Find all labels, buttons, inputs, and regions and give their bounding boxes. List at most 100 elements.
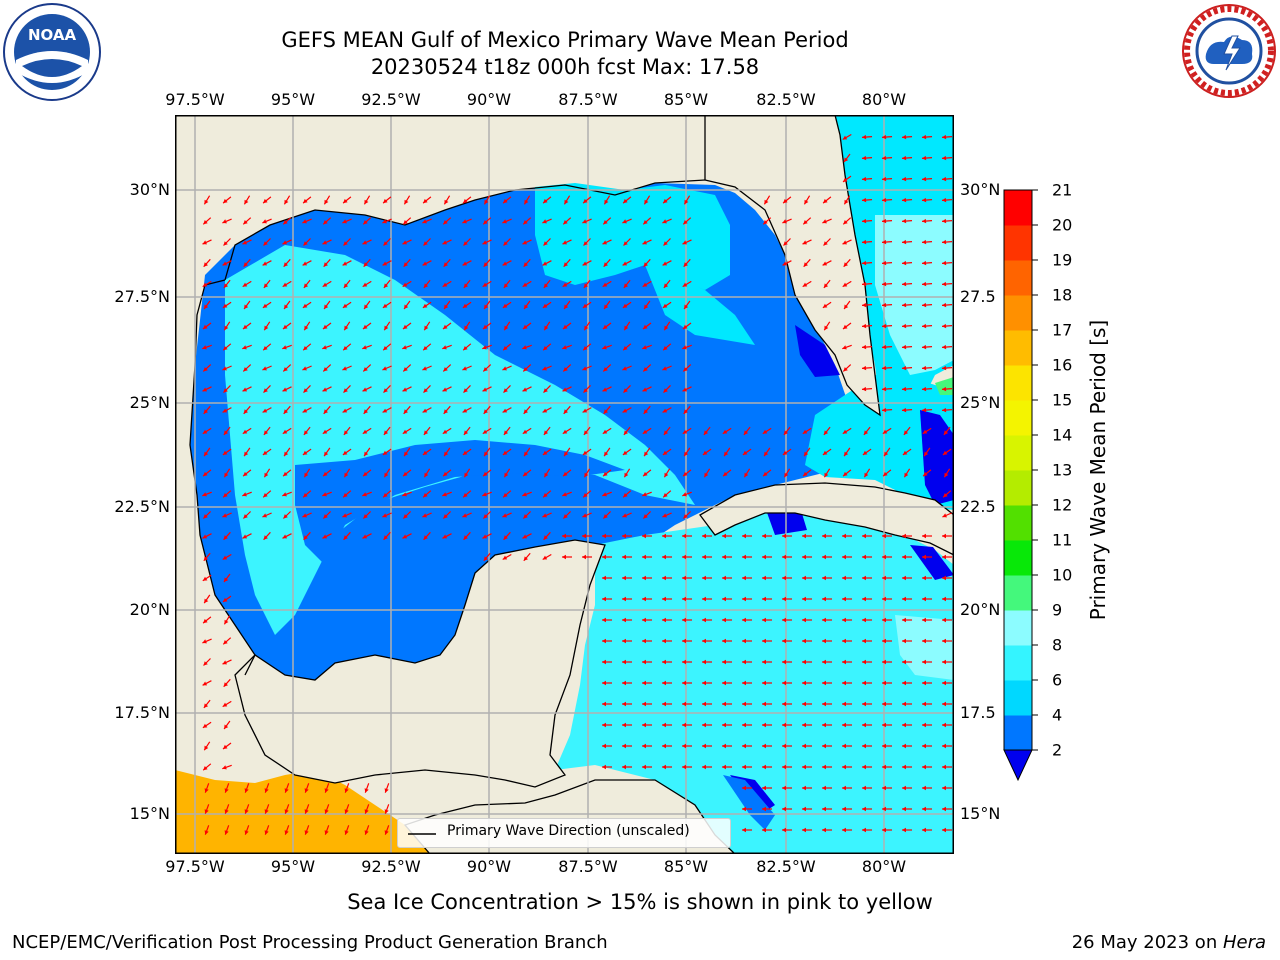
wave-arrow-head bbox=[842, 743, 846, 749]
wave-arrow-head bbox=[303, 388, 308, 393]
wave-arrow-head bbox=[223, 241, 228, 246]
wave-arrow-head bbox=[762, 785, 766, 791]
wave-arrow-head bbox=[322, 240, 327, 245]
gulf-cyan-inner bbox=[295, 440, 625, 565]
footer-left: NCEP/EMC/Verification Post Processing Pr… bbox=[12, 932, 608, 953]
wave-arrow-head bbox=[643, 514, 648, 519]
wave-arrow-head bbox=[483, 471, 488, 477]
wave-arrow-head bbox=[762, 827, 766, 833]
wave-arrow-head bbox=[862, 344, 867, 350]
wave-arrow-head bbox=[204, 598, 209, 604]
wave-arrow-head bbox=[862, 260, 867, 266]
wave-arrow-head bbox=[922, 617, 926, 623]
wave-arrow-head bbox=[882, 218, 887, 224]
wave-arrow-head bbox=[922, 323, 927, 329]
wave-arrow-head bbox=[763, 471, 768, 477]
wave-arrow-head bbox=[224, 619, 229, 625]
wave-arrow-head bbox=[622, 303, 628, 308]
wave-arrow-head bbox=[523, 471, 528, 477]
wave-arrow-head bbox=[542, 303, 548, 308]
wave-arrow-head bbox=[922, 197, 927, 203]
wave-arrow-head bbox=[243, 262, 248, 267]
wave-arrow-head bbox=[302, 450, 308, 455]
wave-arrow-head bbox=[584, 325, 589, 331]
wave-arrow-head bbox=[922, 218, 927, 224]
wave-arrow-head bbox=[743, 430, 749, 435]
wave-arrow-head bbox=[562, 282, 568, 287]
wave-arrow-head bbox=[582, 303, 588, 308]
wave-arrow-head bbox=[682, 575, 686, 581]
keys-deep-blue bbox=[795, 325, 840, 377]
wave-arrow-head bbox=[342, 303, 348, 308]
wave-arrow-head bbox=[902, 806, 906, 812]
wave-arrow-head bbox=[902, 701, 906, 707]
wave-arrow-head bbox=[902, 827, 906, 833]
wave-arrow-head bbox=[403, 324, 408, 329]
wave-arrow-head bbox=[222, 219, 227, 224]
wave-arrow-head bbox=[842, 282, 848, 287]
wave-arrow-head bbox=[723, 471, 728, 477]
wave-arrow-head bbox=[622, 659, 626, 665]
us-gulf-coast bbox=[224, 179, 706, 281]
wave-arrow-head bbox=[942, 260, 947, 266]
wave-arrow-head bbox=[524, 199, 529, 205]
wave-arrow-head bbox=[704, 472, 709, 478]
footer-date: 26 May 2023 on bbox=[1071, 932, 1223, 953]
wave-arrow-head bbox=[263, 198, 268, 204]
wave-arrow-head bbox=[282, 492, 287, 497]
wave-arrow-head bbox=[244, 830, 249, 835]
wave-arrow-head bbox=[663, 198, 668, 204]
footer-host: Hera bbox=[1222, 932, 1266, 953]
wave-arrow-head bbox=[882, 344, 887, 350]
wave-arrow-head bbox=[603, 220, 608, 225]
wave-arrow-head bbox=[742, 743, 746, 749]
wave-arrow-head bbox=[922, 134, 927, 140]
wave-arrow-head bbox=[643, 409, 648, 414]
wave-arrow-head bbox=[844, 157, 849, 162]
wave-arrow-head bbox=[842, 680, 846, 686]
wave-arrow-head bbox=[462, 303, 468, 308]
wave-arrow-head bbox=[742, 533, 746, 539]
caribbean-pale bbox=[895, 615, 954, 680]
wave-arrow-head bbox=[382, 303, 388, 308]
wave-arrow-head bbox=[882, 323, 887, 329]
wave-arrow-head bbox=[583, 283, 589, 288]
wave-arrow-head bbox=[323, 471, 328, 477]
wave-arrow-head bbox=[584, 472, 589, 478]
wave-arrow-head bbox=[544, 472, 549, 478]
wave-arrow-head bbox=[483, 220, 488, 225]
wave-arrow-head bbox=[922, 554, 926, 560]
gulf-cyan-west bbox=[225, 245, 695, 635]
wave-arrow-head bbox=[822, 680, 826, 686]
colorbar-tick-label: 10 bbox=[1052, 565, 1073, 585]
wave-arrow-head bbox=[602, 533, 606, 539]
wave-arrow-head bbox=[644, 199, 649, 205]
wave-arrow-head bbox=[942, 722, 946, 728]
wave-arrow-head bbox=[263, 430, 269, 435]
wave-arrow-head bbox=[622, 680, 626, 686]
wave-arrow-head bbox=[324, 451, 329, 457]
wave-arrow-head bbox=[762, 701, 766, 707]
wave-arrow-head bbox=[503, 346, 508, 351]
wave-arrow-head bbox=[443, 471, 448, 477]
wave-arrow-head bbox=[922, 155, 927, 161]
wave-arrow-head bbox=[742, 596, 746, 602]
wave-arrow-head bbox=[822, 638, 826, 644]
wave-arrow-head bbox=[244, 788, 249, 793]
colorbar-tick-label: 17 bbox=[1052, 320, 1073, 340]
wave-arrow-head bbox=[443, 324, 448, 329]
wave-arrow-head bbox=[844, 451, 849, 457]
wave-arrow-head bbox=[922, 827, 926, 833]
colorbar-segment bbox=[1004, 645, 1032, 681]
wave-arrow-head bbox=[702, 554, 706, 560]
gulf-cyan-westfl bbox=[645, 265, 755, 345]
wave-arrow-head bbox=[942, 323, 947, 329]
wave-arrow-head bbox=[902, 134, 907, 140]
wave-arrow-head bbox=[562, 387, 568, 392]
wave-arrow-head bbox=[702, 617, 706, 623]
wave-arrow-head bbox=[862, 827, 866, 833]
wave-arrow-head bbox=[802, 722, 806, 728]
wave-arrow-head bbox=[662, 722, 666, 728]
wave-arrow-head bbox=[362, 492, 367, 497]
wave-arrow-head bbox=[662, 743, 666, 749]
